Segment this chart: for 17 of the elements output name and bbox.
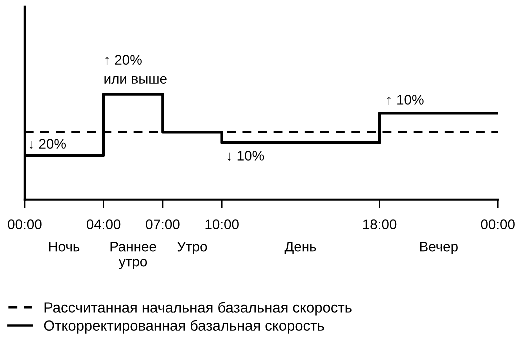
annotation: ↓ 20% [30, 139, 66, 150]
annotation: ↑ 10% [388, 95, 424, 106]
text: Ночь [49, 242, 80, 252]
text: Раннее утро [110, 242, 156, 270]
x-tick-label: 07:00 [146, 220, 180, 230]
x-tick-label: 18:00 [363, 220, 397, 230]
text: Утро [178, 242, 208, 254]
text: День [284, 242, 316, 254]
x-tick-label: 00:00 [8, 220, 42, 230]
text: Вечер [420, 242, 458, 254]
x-tick-label: 04:00 [86, 220, 121, 230]
x-tick-label: 00:00 [481, 220, 515, 230]
legend-label: Откорректированная базальная скорость [44, 320, 324, 334]
legend-label: Рассчитанная начальная базальная скорость [44, 302, 352, 316]
annotation: ↑ 20% или выше [104, 55, 167, 84]
x-tick-label: 10:00 [206, 220, 239, 230]
annotation: ↓ 10% [228, 151, 264, 162]
